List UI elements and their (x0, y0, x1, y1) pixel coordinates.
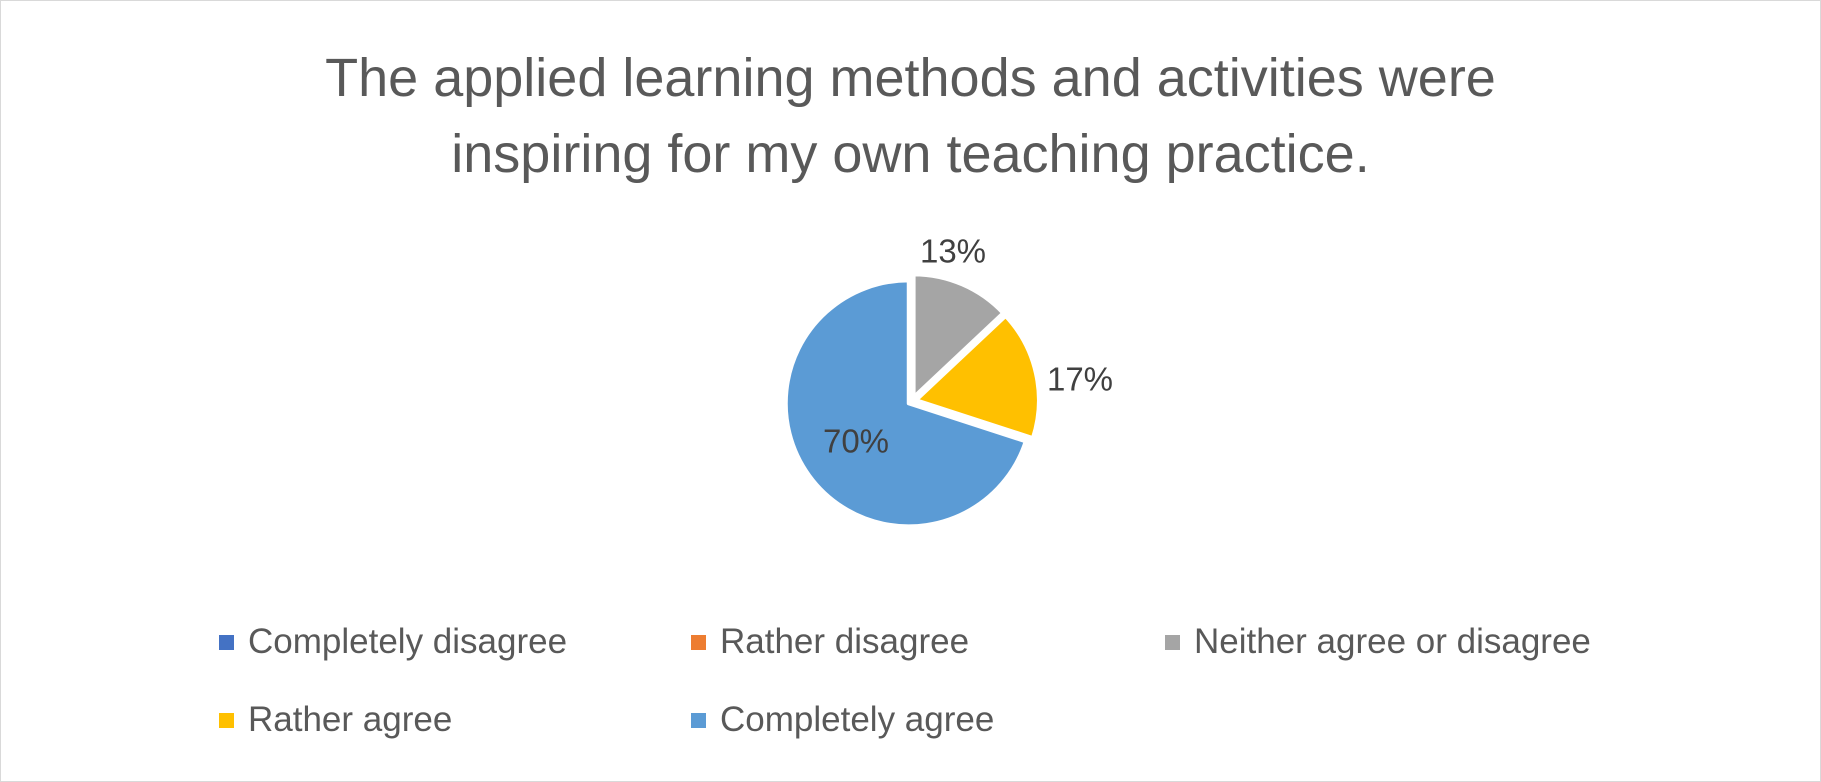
legend-item-completely-disagree: Completely disagree (219, 618, 567, 666)
pie-slice-neither-agree-or-disagree (911, 272, 1006, 400)
legend-item-neither-agree-or-disagree: Neither agree or disagree (1165, 618, 1591, 666)
pie-slice-rather-agree (913, 313, 1041, 441)
legend-label-completely-agree: Completely agree (720, 700, 995, 739)
data-label-rather-agree: 17% (1047, 361, 1113, 398)
legend-label-rather-disagree: Rather disagree (720, 622, 970, 661)
legend-label-rather-agree: Rather agree (248, 700, 453, 739)
legend-item-rather-disagree: Rather disagree (691, 618, 969, 666)
chart-title-line-2: inspiring for my own teaching practice. (451, 124, 1370, 184)
data-label-neither-agree-or-disagree: 13% (920, 233, 986, 270)
legend-swatch-completely-agree (691, 712, 706, 728)
chart-title: The applied learning methods and activit… (0, 40, 1821, 192)
legend-swatch-neither-agree-or-disagree (1165, 634, 1180, 650)
legend-swatch-rather-disagree (691, 634, 706, 650)
chart-title-line-1: The applied learning methods and activit… (325, 48, 1496, 108)
legend-item-rather-agree: Rather agree (219, 696, 452, 744)
data-label-completely-agree: 70% (823, 423, 889, 460)
legend-row-2: Rather agree Completely agree (0, 696, 1821, 744)
legend-row-1: Completely disagree Rather disagree Neit… (0, 618, 1821, 666)
legend-swatch-completely-disagree (219, 634, 234, 650)
legend-label-completely-disagree: Completely disagree (248, 622, 568, 661)
legend-swatch-rather-agree (219, 712, 234, 728)
legend-item-completely-agree: Completely agree (691, 696, 994, 744)
pie-slice-completely-agree (783, 278, 1028, 529)
legend-label-neither-agree-or-disagree: Neither agree or disagree (1194, 622, 1591, 661)
